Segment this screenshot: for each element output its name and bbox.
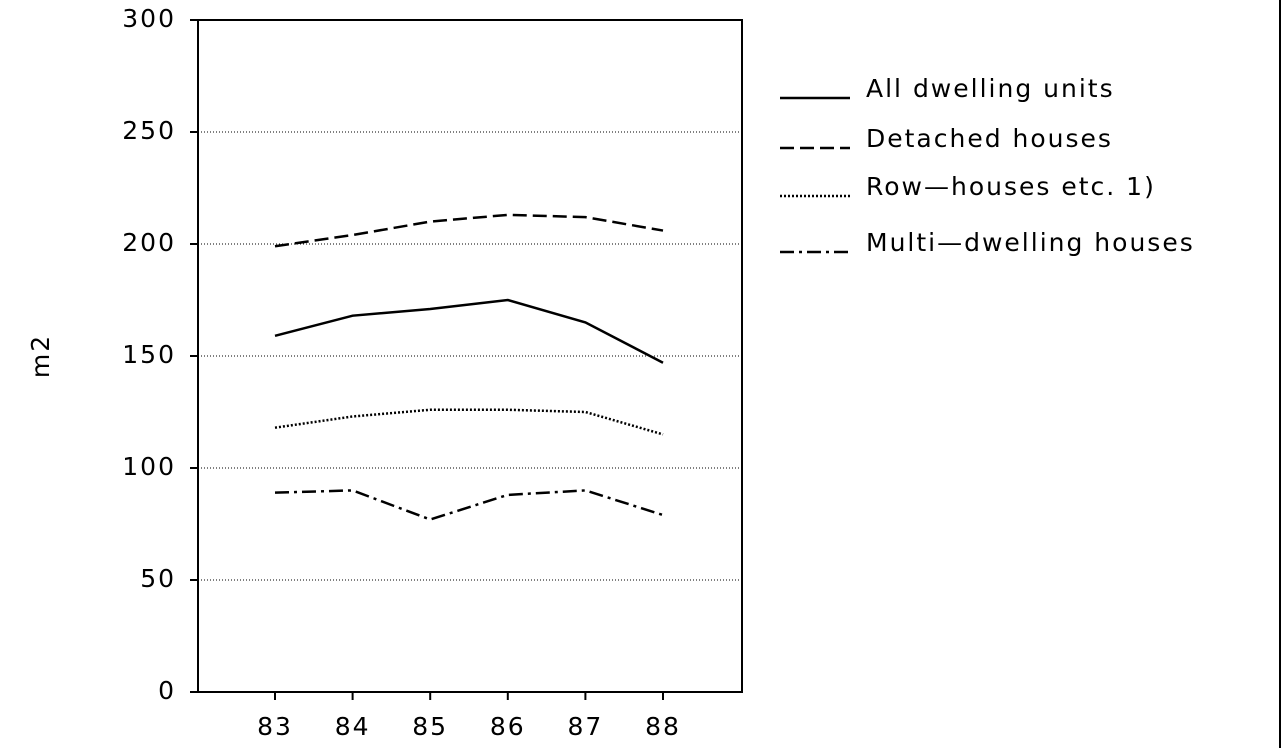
y-tick-label: 0 [158,676,176,705]
series-line [274,298,664,364]
y-tick-label: 150 [122,340,176,369]
y-axis-label: m2 [26,334,55,378]
series-line [274,408,664,436]
y-tick-label: 250 [122,116,176,145]
legend-label: Row—houses etc. 1) [866,172,1156,201]
x-tick-label: 87 [567,712,603,741]
legend-label: Multi—dwelling houses [866,228,1195,257]
y-tick-label: 300 [122,4,176,33]
x-tick-label: 88 [645,712,681,741]
legend-label: Detached houses [866,124,1113,153]
y-tick-label: 50 [140,564,176,593]
x-tick-label: 83 [257,712,293,741]
x-tick-label: 85 [412,712,448,741]
x-tick-label: 84 [335,712,371,741]
y-tick-label: 200 [122,228,176,257]
series-line [274,213,664,248]
series-line [274,489,664,521]
x-tick-label: 86 [490,712,526,741]
y-tick-label: 100 [122,452,176,481]
legend-label: All dwelling units [866,74,1115,103]
